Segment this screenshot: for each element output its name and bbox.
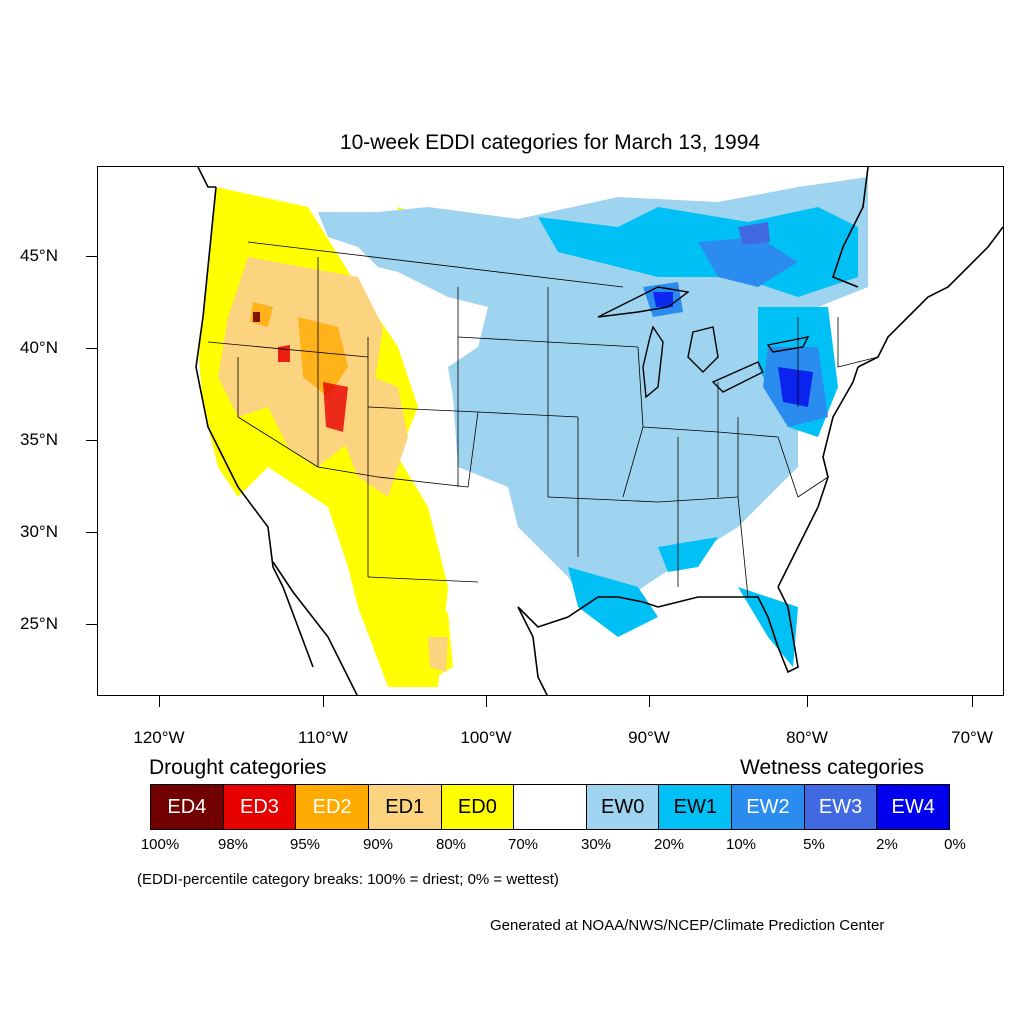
wetness-shading (318, 177, 868, 667)
legend-ed4-label: ED4 (167, 795, 207, 818)
break-label-98: 98% (217, 836, 249, 853)
legend-ew4: EW4 (877, 785, 950, 829)
lat-label-40: 40°N (20, 338, 58, 357)
lon-tick-90 (649, 696, 650, 707)
lon-tick-70 (972, 696, 973, 707)
legend-ew0-label: EW0 (600, 795, 645, 818)
legend-ew3-label: EW3 (818, 795, 863, 818)
drought-heading: Drought categories (149, 756, 327, 779)
legend-ed3-label: ED3 (240, 795, 279, 818)
legend-ed0: ED0 (441, 785, 515, 829)
break-label-0: 0% (944, 836, 966, 853)
credit-line: Generated at NOAA/NWS/NCEP/Climate Predi… (490, 917, 885, 934)
category-legend: ED4 ED3 ED2 ED1 ED0 EW0 EW1 EW2 EW3 EW4 (150, 784, 950, 830)
break-label-90: 90% (362, 836, 394, 853)
legend-ew2-label: EW2 (746, 795, 790, 818)
lon-label-80: 80°W (786, 728, 828, 747)
lon-label-100: 100°W (460, 728, 512, 747)
lon-label-110: 110°W (298, 728, 348, 747)
lon-label-90: 90°W (628, 728, 670, 747)
wetness-heading: Wetness categories (740, 756, 925, 779)
legend-ed2: ED2 (296, 785, 369, 829)
legend-ed0-label: ED0 (457, 795, 497, 818)
legend-ed1: ED1 (368, 785, 442, 829)
lon-tick-80 (807, 696, 808, 707)
lon-tick-120 (159, 696, 160, 707)
map-canvas (195, 167, 1003, 695)
lat-label-25: 25°N (20, 614, 58, 633)
legend-neutral (514, 785, 587, 829)
break-label-20: 20% (653, 836, 685, 853)
map-title: 10-week EDDI categories for March 13, 19… (339, 131, 761, 154)
break-label-100: 100% (140, 836, 180, 853)
lat-label-35: 35°N (20, 430, 58, 449)
lat-tick-45 (86, 256, 97, 257)
break-label-2: 2% (876, 836, 898, 853)
legend-ed4: ED4 (151, 785, 224, 829)
break-label-5: 5% (803, 836, 825, 853)
lat-tick-25 (86, 624, 97, 625)
lat-tick-35 (86, 440, 97, 441)
legend-ew1-label: EW1 (673, 795, 717, 818)
break-label-95: 95% (289, 836, 321, 853)
breaks-note: (EDDI-percentile category breaks: 100% =… (137, 871, 559, 888)
lat-tick-40 (86, 348, 97, 349)
lon-label-70: 70°W (951, 728, 993, 747)
lat-tick-30 (86, 532, 97, 533)
break-label-30: 30% (580, 836, 612, 853)
lat-label-30: 30°N (20, 522, 58, 541)
legend-ew2: EW2 (732, 785, 805, 829)
legend-ew4-label: EW4 (891, 795, 935, 818)
legend-ew1: EW1 (659, 785, 733, 829)
legend-ed3: ED3 (223, 785, 297, 829)
state-borders (207, 241, 879, 598)
legend-ed1-label: ED1 (385, 795, 425, 818)
lon-tick-100 (486, 696, 487, 707)
eddi-map (97, 166, 1004, 696)
legend-ew0: EW0 (586, 785, 660, 829)
lon-tick-110 (323, 696, 324, 707)
coastlines (195, 167, 1003, 695)
drought-shading (198, 187, 758, 687)
lon-label-120: 120°W (133, 728, 185, 747)
break-label-10: 10% (725, 836, 757, 853)
break-label-70: 70% (507, 836, 539, 853)
lat-label-45: 45°N (20, 246, 58, 265)
break-label-80: 80% (435, 836, 467, 853)
great-lakes (597, 286, 810, 399)
legend-ew3: EW3 (804, 785, 878, 829)
legend-ed2-label: ED2 (312, 795, 352, 818)
